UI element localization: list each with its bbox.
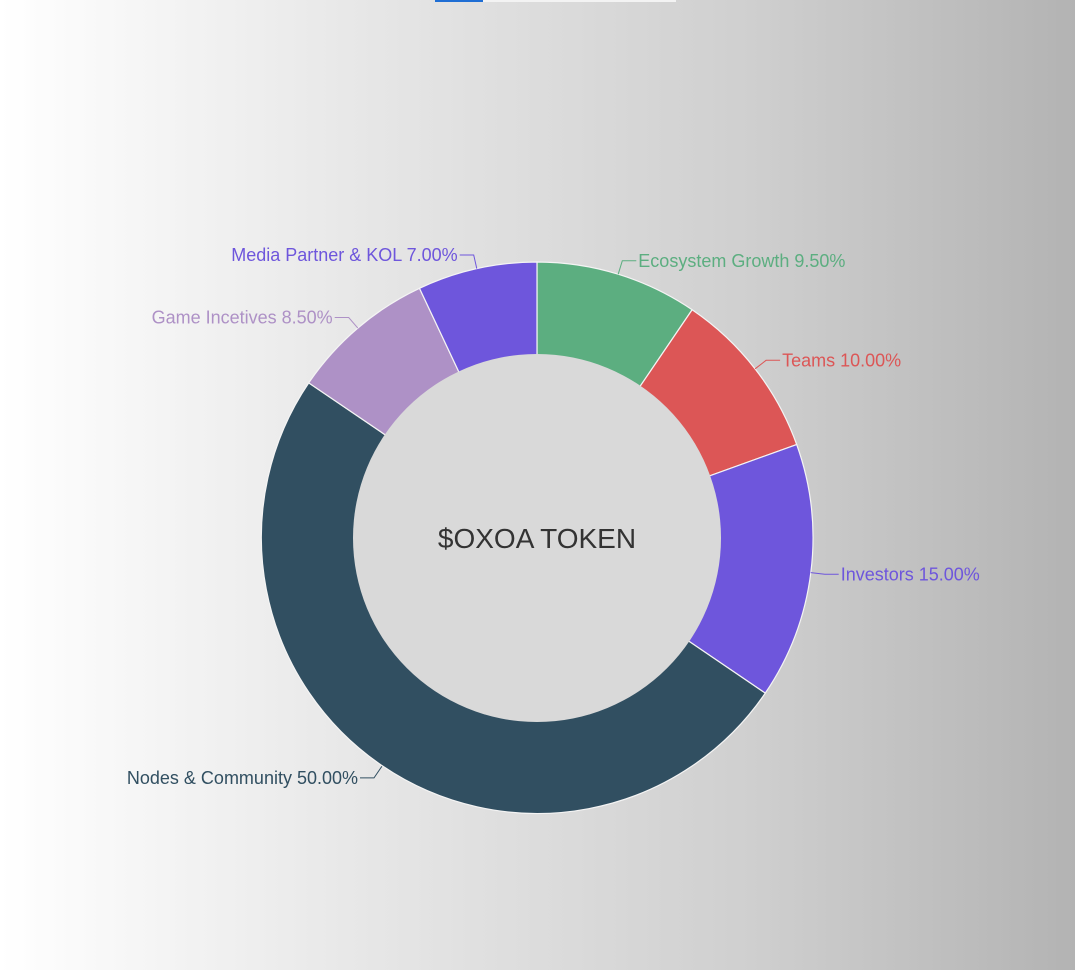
top-strip-light bbox=[483, 0, 676, 2]
slice-label-media-partner-kol: Media Partner & KOL 7.00% bbox=[231, 245, 457, 265]
leader-line-game-incetives bbox=[334, 317, 359, 329]
center-label: $OXOA TOKEN bbox=[438, 523, 636, 554]
leader-line-investors bbox=[810, 572, 839, 575]
slice-label-game-incetives: Game Incetives 8.50% bbox=[152, 308, 333, 328]
leader-line-nodes-community bbox=[360, 766, 383, 779]
donut-hole bbox=[353, 354, 721, 722]
slice-label-investors: Investors 15.00% bbox=[841, 564, 980, 584]
leader-line-teams bbox=[754, 359, 781, 370]
top-strip-blue bbox=[435, 0, 483, 2]
slice-label-ecosystem-growth: Ecosystem Growth 9.50% bbox=[638, 251, 845, 271]
leader-line-media-partner-kol bbox=[459, 254, 478, 269]
slice-labels: Ecosystem Growth 9.50% Teams 10.00% Invest… bbox=[127, 245, 980, 788]
slice-label-nodes-community: Nodes & Community 50.00% bbox=[127, 768, 358, 788]
leader-line-ecosystem-growth bbox=[617, 260, 637, 275]
slice-label-teams: Teams 10.00% bbox=[782, 350, 901, 370]
